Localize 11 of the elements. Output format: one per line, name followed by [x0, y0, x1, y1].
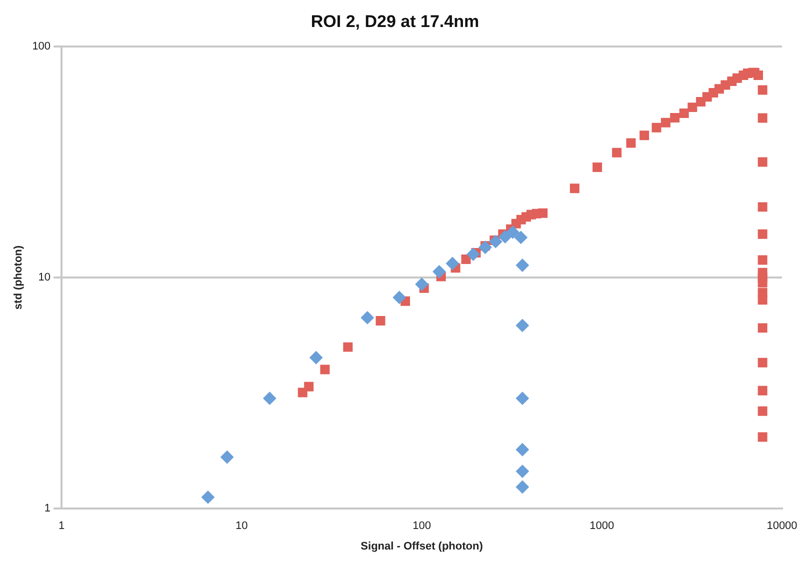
- y-tick-label: 10: [38, 272, 51, 284]
- x-tick-label: 10: [236, 520, 248, 532]
- x-tick-label: 10000: [766, 520, 798, 532]
- chart-title: ROI 2, D29 at 17.4nm: [310, 12, 480, 31]
- x-tick-label: 1000: [590, 520, 614, 532]
- y-axis-title: std (photon): [12, 245, 25, 310]
- x-tick-label: 1: [58, 520, 65, 532]
- x-tick-label: 100: [412, 520, 431, 532]
- x-axis-title: Signal - Offset (photon): [360, 540, 484, 552]
- y-tick-label: 1: [44, 502, 51, 515]
- y-tick-label: 100: [32, 40, 51, 52]
